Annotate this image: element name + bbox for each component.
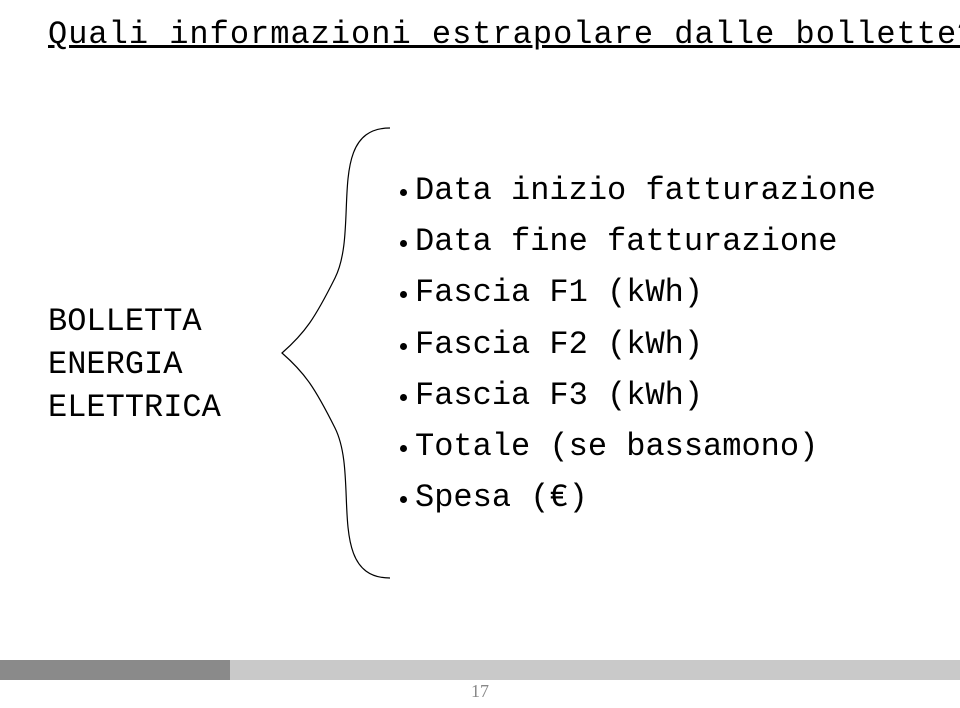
curly-brace-icon <box>270 118 400 588</box>
bullet-dot-icon <box>400 291 407 298</box>
list-item: Fascia F2 (kWh) <box>400 319 876 370</box>
list-item: Data fine fatturazione <box>400 216 876 267</box>
list-item: Data inizio fatturazione <box>400 165 876 216</box>
list-item-text: Fascia F3 (kWh) <box>415 370 703 421</box>
category-label: BOLLETTA ENERGIA ELETTRICA <box>48 300 221 430</box>
list-item: Fascia F1 (kWh) <box>400 267 876 318</box>
list-item: Fascia F3 (kWh) <box>400 370 876 421</box>
list-item: Totale (se bassamono) <box>400 421 876 472</box>
bullet-dot-icon <box>400 445 407 452</box>
list-item-text: Fascia F2 (kWh) <box>415 319 703 370</box>
list-item-text: Totale (se bassamono) <box>415 421 818 472</box>
slide: Quali informazioni estrapolare dalle bol… <box>0 0 960 708</box>
slide-title: Quali informazioni estrapolare dalle bol… <box>48 16 960 53</box>
bullet-dot-icon <box>400 189 407 196</box>
bullet-dot-icon <box>400 496 407 503</box>
bullet-dot-icon <box>400 343 407 350</box>
list-item-text: Fascia F1 (kWh) <box>415 267 703 318</box>
list-item-text: Data fine fatturazione <box>415 216 837 267</box>
footer-bar <box>0 660 960 680</box>
footer-accent-dark <box>0 660 230 680</box>
category-label-line: ELETTRICA <box>48 386 221 429</box>
bullet-dot-icon <box>400 240 407 247</box>
page-number: 17 <box>0 681 960 702</box>
list-item-text: Data inizio fatturazione <box>415 165 876 216</box>
category-label-line: ENERGIA <box>48 343 221 386</box>
list-item: Spesa (€) <box>400 472 876 523</box>
bullet-list: Data inizio fatturazione Data fine fattu… <box>400 165 876 523</box>
bullet-dot-icon <box>400 394 407 401</box>
footer-accent-light <box>230 660 960 680</box>
category-label-line: BOLLETTA <box>48 300 221 343</box>
list-item-text: Spesa (€) <box>415 472 588 523</box>
